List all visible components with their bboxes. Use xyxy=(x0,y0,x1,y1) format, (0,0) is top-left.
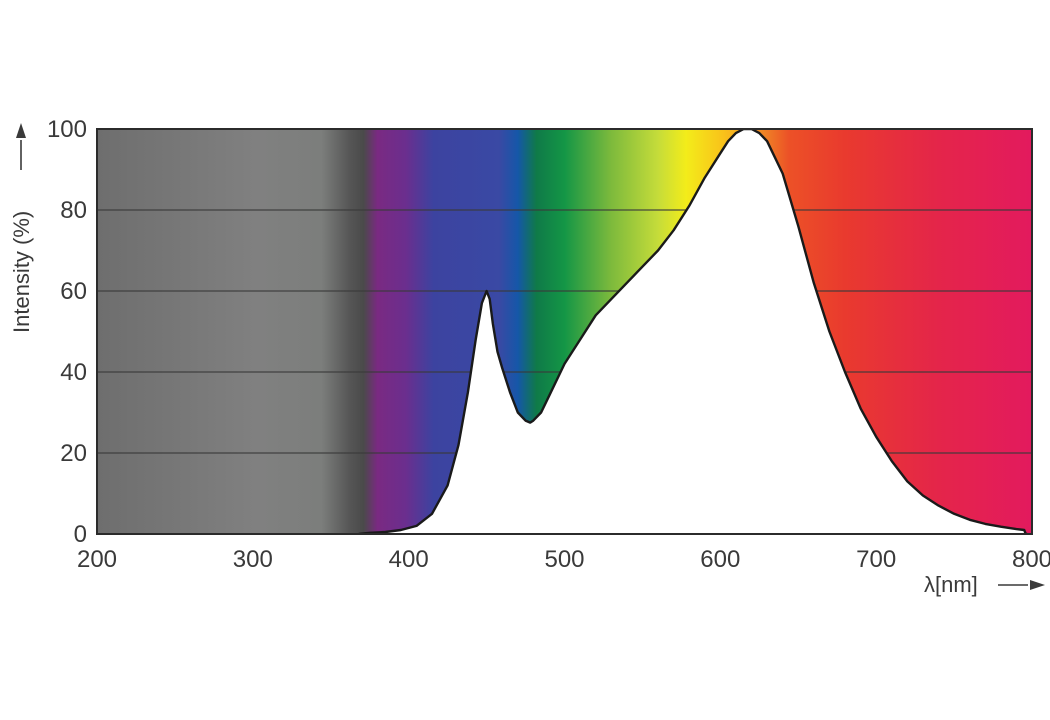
x-tick-label: 400 xyxy=(389,546,429,573)
x-tick-label: 500 xyxy=(544,546,584,573)
y-tick-label: 100 xyxy=(47,116,87,143)
y-tick-label: 40 xyxy=(60,359,87,386)
x-axis-arrow-head xyxy=(1030,580,1045,590)
y-tick-label: 0 xyxy=(74,521,87,548)
y-tick-label: 20 xyxy=(60,440,87,467)
y-tick-label: 80 xyxy=(60,197,87,224)
x-tick-label: 300 xyxy=(233,546,273,573)
plot-frame xyxy=(96,128,1033,535)
x-tick-label: 700 xyxy=(856,546,896,573)
y-axis-arrow-head xyxy=(16,123,26,138)
y-axis-ticks: 0 20 40 60 80 100 xyxy=(47,116,87,548)
y-tick-label: 60 xyxy=(60,278,87,305)
spectrum-area xyxy=(358,129,1028,534)
x-tick-label: 800 xyxy=(1012,546,1050,573)
x-tick-label: 200 xyxy=(77,546,117,573)
spectrum-curve xyxy=(358,129,1028,534)
x-tick-label: 600 xyxy=(700,546,740,573)
x-axis-title: λ[nm] xyxy=(924,572,978,597)
y-axis-title: Intensity (%) xyxy=(9,211,34,333)
x-axis-ticks: 200 300 400 500 600 700 800 xyxy=(77,546,1050,573)
